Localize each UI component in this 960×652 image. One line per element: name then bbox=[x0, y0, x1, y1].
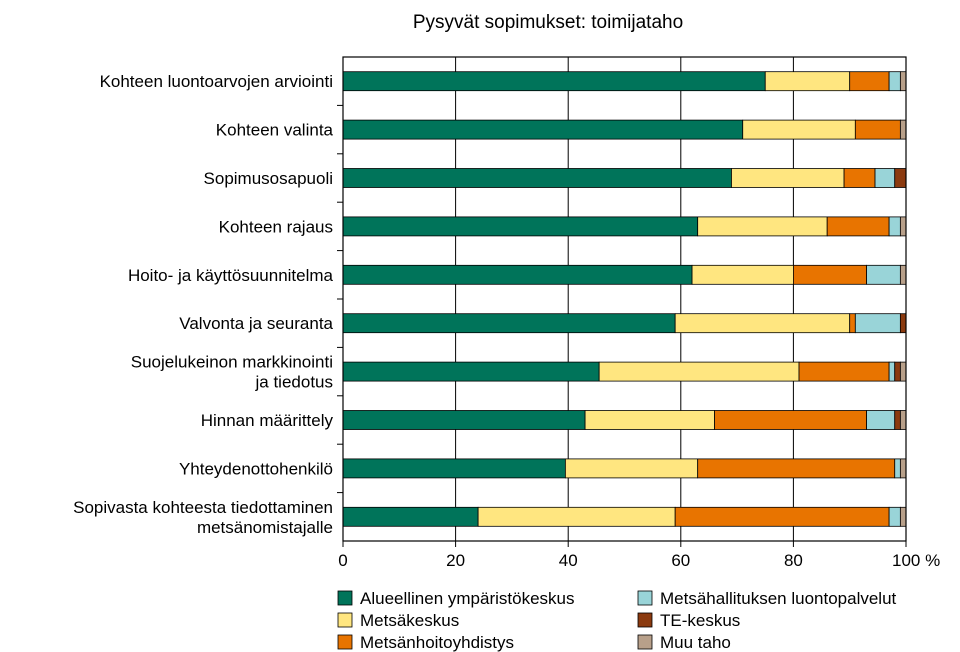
bar-segment bbox=[742, 119, 856, 140]
bar-segment bbox=[899, 506, 907, 527]
bar-segment bbox=[894, 458, 901, 479]
y-tick-label: Kohteen rajaus bbox=[219, 217, 333, 236]
bar-segment bbox=[899, 119, 907, 140]
bar-segment bbox=[894, 168, 907, 188]
bar-segment bbox=[342, 168, 732, 188]
x-tick-label: 60 bbox=[671, 551, 690, 570]
bar-segment bbox=[888, 71, 901, 92]
x-tick-label: 80 bbox=[784, 551, 803, 570]
bar-segment bbox=[843, 168, 876, 188]
bar-segment bbox=[793, 264, 867, 285]
bar-segment bbox=[899, 313, 907, 334]
y-tick-label: Kohteen valinta bbox=[216, 121, 334, 140]
legend-label: Alueellinen ympäristökeskus bbox=[360, 589, 575, 608]
bar-segment bbox=[342, 264, 693, 285]
legend-label: Metsähallituksen luontopalvelut bbox=[660, 589, 897, 608]
legend-swatch bbox=[637, 590, 653, 606]
bar-segment bbox=[697, 216, 828, 237]
bar-segment bbox=[477, 506, 676, 527]
legend-swatch bbox=[337, 612, 353, 628]
bar-segment bbox=[674, 506, 890, 527]
bar-segment bbox=[888, 216, 901, 237]
bar-segment bbox=[888, 361, 896, 382]
y-tick-label: Valvonta ja seuranta bbox=[179, 314, 333, 333]
y-tick-label: Hoito- ja käyttösuunnitelma bbox=[128, 266, 334, 285]
y-tick-label: Sopimusosapuoli bbox=[204, 169, 333, 188]
bar-segment bbox=[584, 410, 715, 430]
bar-segment bbox=[342, 506, 479, 527]
bar-segment bbox=[714, 410, 867, 430]
bar-segment bbox=[894, 410, 901, 430]
bar-segment bbox=[849, 313, 856, 334]
bar-segment bbox=[342, 216, 699, 237]
bar-segment bbox=[826, 216, 890, 237]
bar-segment bbox=[342, 71, 766, 92]
bar-segment bbox=[342, 313, 676, 334]
legend-label: TE-keskus bbox=[660, 611, 740, 630]
bar-segment bbox=[899, 410, 907, 430]
plot-frame bbox=[342, 56, 907, 542]
x-tick-label: 40 bbox=[559, 551, 578, 570]
legend-swatch bbox=[337, 590, 353, 606]
bar-segment bbox=[764, 71, 851, 92]
y-tick-label: Hinnan määrittely bbox=[201, 411, 334, 430]
y-tick-label: Sopivasta kohteesta tiedottaminen metsäno… bbox=[73, 498, 333, 537]
bar-segment bbox=[342, 361, 600, 382]
legend-swatch bbox=[637, 634, 653, 650]
bar-segment bbox=[342, 410, 586, 430]
bar-segment bbox=[894, 361, 901, 382]
bar-segment bbox=[564, 458, 699, 479]
bar-segment bbox=[342, 458, 566, 479]
y-tick-label: Suojelukeinon markkinointi ja tiedotus bbox=[131, 353, 333, 392]
legend-label: Muu taho bbox=[660, 633, 731, 652]
bar-segment bbox=[731, 168, 845, 188]
bar-segment bbox=[899, 361, 907, 382]
bar-segment bbox=[899, 71, 907, 92]
legend-label: Metsäkeskus bbox=[360, 611, 459, 630]
bar-segment bbox=[899, 458, 907, 479]
x-tick-label: 20 bbox=[446, 551, 465, 570]
bar-segment bbox=[899, 264, 907, 285]
bar-segment bbox=[598, 361, 800, 382]
legend-swatch bbox=[637, 612, 653, 628]
legend-swatch bbox=[337, 634, 353, 650]
bar-segment bbox=[691, 264, 794, 285]
x-tick-label: 100 % bbox=[892, 551, 940, 570]
legend-label: Metsänhoitoyhdistys bbox=[360, 633, 514, 652]
bar-segment bbox=[342, 119, 744, 140]
chart-title: Pysyvät sopimukset: toimijataho bbox=[413, 12, 683, 33]
bar-segment bbox=[888, 506, 901, 527]
bar-segment bbox=[854, 119, 901, 140]
x-tick-label: 0 bbox=[338, 551, 347, 570]
bar-segment bbox=[899, 216, 907, 237]
bar-segment bbox=[866, 410, 896, 430]
bar-segment bbox=[849, 71, 890, 92]
bar-segment bbox=[854, 313, 901, 334]
bar-segment bbox=[674, 313, 851, 334]
bar-segment bbox=[874, 168, 896, 188]
bar-segment bbox=[866, 264, 901, 285]
bar-segment bbox=[697, 458, 896, 479]
y-tick-label: Kohteen luontoarvojen arviointi bbox=[100, 72, 333, 91]
bar-segment bbox=[798, 361, 890, 382]
y-tick-label: Yhteydenottohenkilö bbox=[179, 459, 333, 478]
